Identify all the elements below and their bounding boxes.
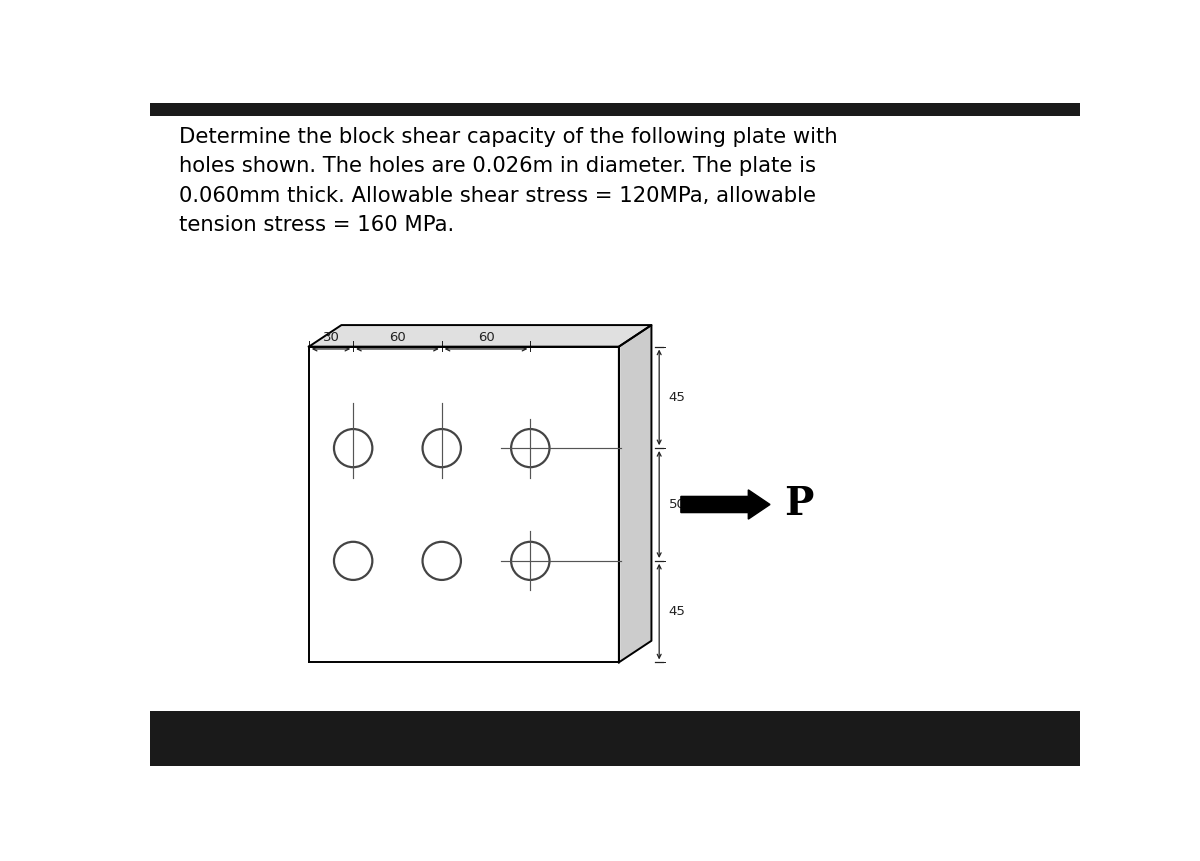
Text: 0.060mm thick. Allowable shear stress = 120MPa, allowable: 0.060mm thick. Allowable shear stress = … <box>180 186 816 206</box>
Text: 45: 45 <box>668 605 685 618</box>
Text: tension stress = 160 MPa.: tension stress = 160 MPa. <box>180 215 455 235</box>
Text: 60: 60 <box>478 331 494 344</box>
Circle shape <box>422 429 461 468</box>
Text: 30: 30 <box>323 331 340 344</box>
Polygon shape <box>308 325 652 347</box>
Polygon shape <box>619 325 652 662</box>
Text: Determine the block shear capacity of the following plate with: Determine the block shear capacity of th… <box>180 127 838 147</box>
Bar <box>150 711 1080 766</box>
Circle shape <box>334 429 372 468</box>
Circle shape <box>511 542 550 580</box>
Circle shape <box>422 542 461 580</box>
Circle shape <box>511 429 550 468</box>
Text: 45: 45 <box>668 391 685 404</box>
Bar <box>150 100 1080 115</box>
Circle shape <box>334 542 372 580</box>
Text: P: P <box>784 486 814 523</box>
Text: holes shown. The holes are 0.026m in diameter. The plate is: holes shown. The holes are 0.026m in dia… <box>180 157 816 177</box>
FancyArrow shape <box>680 490 770 519</box>
Text: 60: 60 <box>389 331 406 344</box>
Polygon shape <box>308 347 619 662</box>
Text: 50: 50 <box>668 498 685 511</box>
